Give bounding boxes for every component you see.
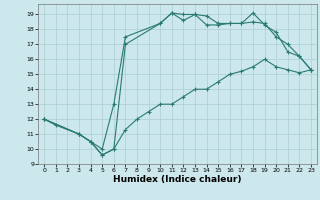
X-axis label: Humidex (Indice chaleur): Humidex (Indice chaleur) (113, 175, 242, 184)
